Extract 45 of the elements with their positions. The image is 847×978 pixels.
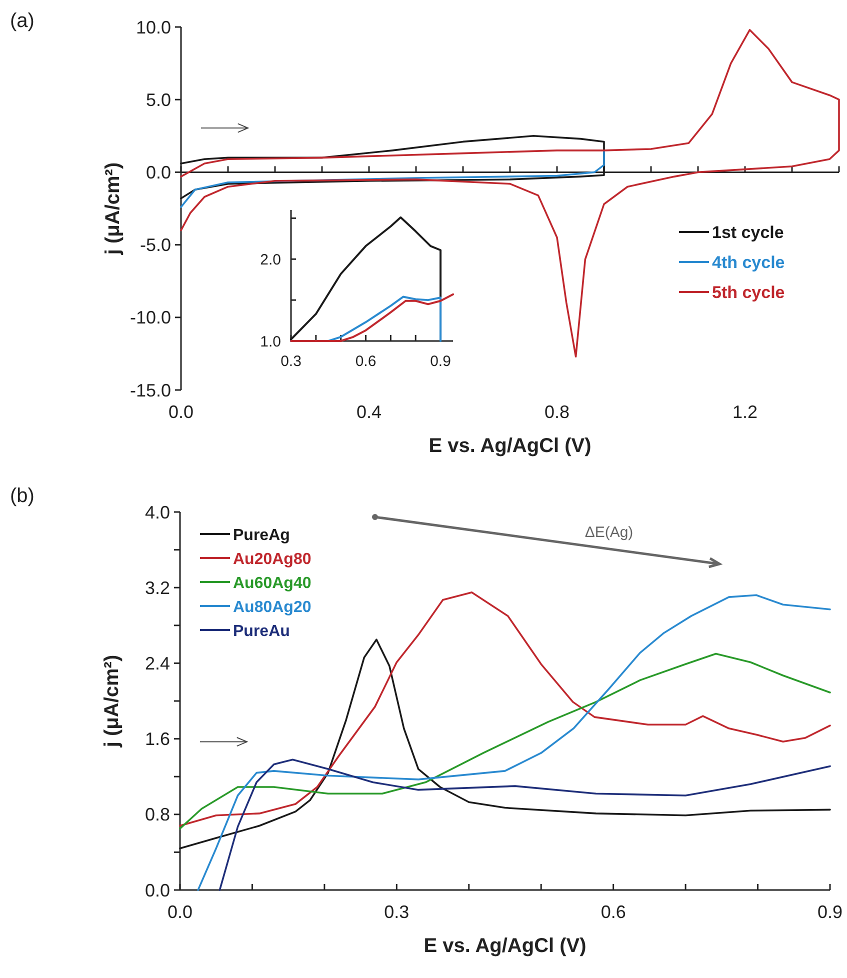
y-tick-label: 0.0: [144, 880, 170, 900]
y-tick-label: -10.0: [130, 308, 171, 328]
y-tick-label: 3.2: [144, 578, 170, 598]
legend-label: Au20Ag80: [233, 551, 312, 568]
y-tick-label: 0.8: [144, 804, 170, 825]
x-tick-label: 0.6: [355, 353, 376, 370]
legend-label: Au80Ag20: [233, 599, 312, 616]
x-tick-label: 0.6: [600, 902, 626, 922]
x-tick-label: 0.0: [167, 902, 193, 922]
x-tick-label: 0.3: [384, 902, 410, 922]
legend-label: Au60Ag40: [233, 575, 312, 592]
x-tick-label: 1.2: [732, 402, 758, 422]
legend-label: 5th cycle: [712, 283, 785, 302]
y-tick-label: 10.0: [136, 17, 171, 38]
x-tick-label: 0.3: [280, 353, 302, 370]
y-axis-title: j (μA/cm²): [101, 654, 123, 748]
legend-label: 4th cycle: [712, 253, 785, 272]
x-tick-label: 0.9: [430, 353, 451, 370]
x-tick-label: 0.9: [817, 902, 843, 922]
y-tick-label: 5.0: [146, 90, 171, 110]
text: (b): [10, 485, 34, 507]
y-axis-title: j (μA/cm²): [102, 162, 124, 256]
line-series: [218, 758, 831, 891]
x-tick-label: 0.8: [544, 402, 570, 422]
text: (a): [10, 10, 34, 32]
line-series: [180, 150, 605, 208]
legend-label: PureAu: [233, 623, 290, 640]
y-tick-label: 1.0: [260, 333, 281, 350]
y-tick-label: -5.0: [140, 235, 171, 256]
x-axis-title: E vs. Ag/AgCl (V): [424, 935, 586, 957]
y-tick-label: 2.4: [144, 654, 170, 674]
x-tick-label: 0.4: [356, 402, 382, 422]
legend-label: PureAg: [233, 527, 290, 544]
line-series: [197, 594, 831, 891]
annotation: ΔE(Ag): [584, 524, 634, 541]
x-tick-label: 0.0: [168, 402, 194, 422]
y-tick-label: 0.0: [146, 162, 171, 182]
x-axis-title: E vs. Ag/AgCl (V): [428, 435, 592, 457]
y-tick-label: 1.6: [144, 729, 170, 750]
y-tick-label: 4.0: [144, 502, 170, 522]
legend-label: 1st cycle: [712, 223, 784, 242]
line-series: [179, 591, 831, 827]
line-series: [179, 652, 831, 830]
y-tick-label: 2.0: [260, 251, 281, 268]
y-tick-label: -15.0: [130, 380, 171, 400]
